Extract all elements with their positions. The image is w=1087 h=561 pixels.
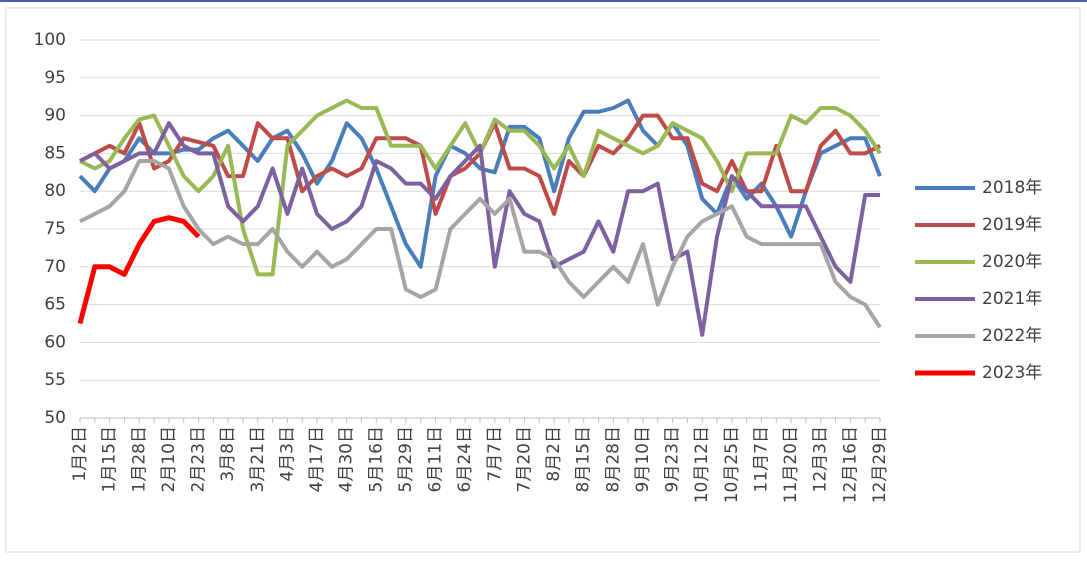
y-tick-label: 65 — [44, 295, 66, 315]
legend-label: 2023年 — [982, 363, 1042, 383]
series-line — [78, 98, 882, 269]
legend-label: 2020年 — [982, 252, 1042, 272]
x-tick-label: 5月29日 — [396, 426, 416, 492]
y-tick-label: 60 — [44, 332, 66, 352]
y-tick-label: 50 — [44, 408, 66, 428]
x-tick-label: 6月24日 — [455, 426, 475, 492]
x-tick-label: 1月15日 — [100, 426, 120, 492]
legend-label: 2019年 — [982, 215, 1042, 235]
y-tick-label: 70 — [44, 257, 66, 277]
y-tick-label: 75 — [44, 219, 66, 239]
y-tick-label: 90 — [44, 106, 66, 126]
y-tick-label: 85 — [44, 143, 66, 163]
legend-label: 2022年 — [982, 326, 1042, 346]
x-tick-label: 1月28日 — [129, 426, 149, 492]
x-tick-label: 8月2日 — [544, 426, 564, 482]
x-tick-label: 7月7日 — [485, 426, 505, 482]
series-line — [77, 215, 201, 325]
x-tick-label: 11月7日 — [751, 426, 771, 492]
y-tick-label: 80 — [44, 181, 66, 201]
chart-frame — [5, 7, 1081, 553]
y-tick-label: 100 — [34, 30, 66, 50]
x-tick-label: 6月11日 — [426, 426, 446, 492]
x-tick-label: 7月20日 — [514, 426, 534, 492]
x-tick-label: 12月16日 — [840, 426, 860, 503]
x-tick-label: 8月15日 — [574, 426, 594, 492]
x-tick-label: 11月20日 — [781, 426, 801, 503]
legend-label: 2021年 — [982, 289, 1042, 309]
top-border — [0, 0, 1087, 2]
x-tick-label: 8月28日 — [603, 426, 623, 492]
x-tick-label: 12月3日 — [811, 426, 831, 492]
x-tick-label: 2月10日 — [159, 426, 179, 492]
series-line — [79, 159, 882, 329]
x-tick-label: 9月10日 — [633, 426, 653, 492]
series-line — [79, 121, 880, 337]
y-tick-label: 55 — [44, 370, 66, 390]
x-tick-label: 4月17日 — [307, 426, 327, 492]
x-tick-label: 2月23日 — [189, 426, 209, 492]
x-tick-label: 3月8日 — [218, 426, 238, 482]
x-tick-label: 10月25日 — [722, 426, 742, 503]
x-tick-label: 3月21日 — [248, 426, 268, 492]
x-tick-label: 1月2日 — [70, 426, 90, 482]
x-tick-label: 9月23日 — [663, 426, 683, 492]
x-tick-label: 4月3日 — [277, 426, 297, 482]
y-tick-label: 95 — [44, 68, 66, 88]
x-tick-label: 10月12日 — [692, 426, 712, 503]
x-tick-label: 4月30日 — [337, 426, 357, 492]
x-tick-label: 12月29日 — [870, 426, 890, 503]
legend-label: 2018年 — [982, 178, 1042, 198]
x-tick-label: 5月16日 — [366, 426, 386, 492]
